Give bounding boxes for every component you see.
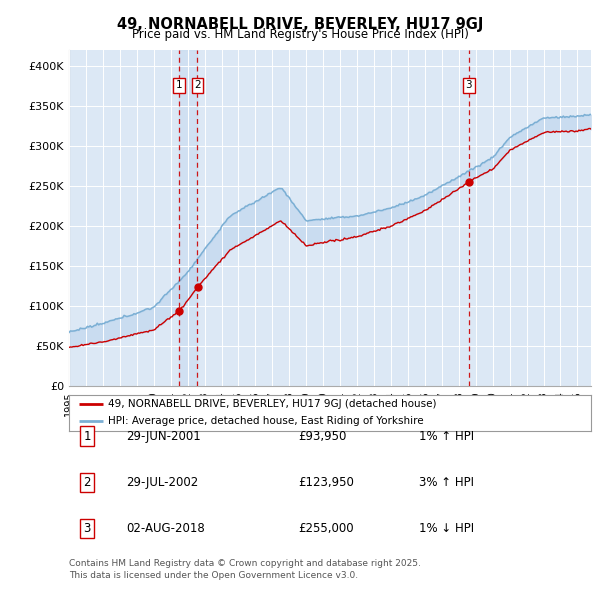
Text: 2: 2 (83, 476, 91, 489)
Text: 1: 1 (176, 80, 182, 90)
Text: 2: 2 (194, 80, 201, 90)
Text: Price paid vs. HM Land Registry's House Price Index (HPI): Price paid vs. HM Land Registry's House … (131, 28, 469, 41)
Text: 1% ↑ HPI: 1% ↑ HPI (419, 430, 474, 442)
Text: 1: 1 (83, 430, 91, 442)
Text: £123,950: £123,950 (299, 476, 355, 489)
Text: 3% ↑ HPI: 3% ↑ HPI (419, 476, 474, 489)
Text: 49, NORNABELL DRIVE, BEVERLEY, HU17 9GJ: 49, NORNABELL DRIVE, BEVERLEY, HU17 9GJ (117, 17, 483, 31)
Text: 49, NORNABELL DRIVE, BEVERLEY, HU17 9GJ (detached house): 49, NORNABELL DRIVE, BEVERLEY, HU17 9GJ … (108, 399, 437, 409)
Text: 02-AUG-2018: 02-AUG-2018 (127, 522, 205, 535)
Text: 3: 3 (466, 80, 472, 90)
Bar (179, 50, 197, 386)
Text: £93,950: £93,950 (299, 430, 347, 442)
Text: Contains HM Land Registry data © Crown copyright and database right 2025.: Contains HM Land Registry data © Crown c… (69, 559, 421, 568)
Text: 29-JUN-2001: 29-JUN-2001 (127, 430, 201, 442)
Text: This data is licensed under the Open Government Licence v3.0.: This data is licensed under the Open Gov… (69, 571, 358, 579)
Text: £255,000: £255,000 (299, 522, 355, 535)
Text: 3: 3 (83, 522, 91, 535)
Text: HPI: Average price, detached house, East Riding of Yorkshire: HPI: Average price, detached house, East… (108, 416, 424, 426)
Text: 29-JUL-2002: 29-JUL-2002 (127, 476, 199, 489)
Text: 1% ↓ HPI: 1% ↓ HPI (419, 522, 474, 535)
